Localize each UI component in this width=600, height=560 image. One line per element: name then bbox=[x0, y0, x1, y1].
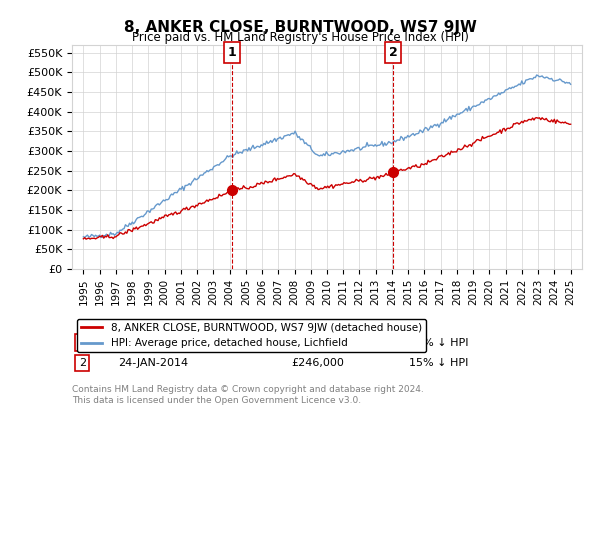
Text: 15% ↓ HPI: 15% ↓ HPI bbox=[409, 358, 468, 368]
Text: 12% ↓ HPI: 12% ↓ HPI bbox=[409, 338, 468, 348]
Text: 23-FEB-2004: 23-FEB-2004 bbox=[118, 338, 189, 348]
Legend: 8, ANKER CLOSE, BURNTWOOD, WS7 9JW (detached house), HPI: Average price, detache: 8, ANKER CLOSE, BURNTWOOD, WS7 9JW (deta… bbox=[77, 319, 426, 352]
Text: 1: 1 bbox=[227, 46, 236, 59]
Text: 1: 1 bbox=[79, 338, 86, 348]
Text: 8, ANKER CLOSE, BURNTWOOD, WS7 9JW: 8, ANKER CLOSE, BURNTWOOD, WS7 9JW bbox=[124, 20, 476, 35]
Text: 2: 2 bbox=[79, 358, 86, 368]
Text: Price paid vs. HM Land Registry's House Price Index (HPI): Price paid vs. HM Land Registry's House … bbox=[131, 31, 469, 44]
Text: £200,000: £200,000 bbox=[291, 338, 344, 348]
Text: 24-JAN-2014: 24-JAN-2014 bbox=[118, 358, 188, 368]
Text: £246,000: £246,000 bbox=[291, 358, 344, 368]
Text: 2: 2 bbox=[389, 46, 397, 59]
Text: Contains HM Land Registry data © Crown copyright and database right 2024.
This d: Contains HM Land Registry data © Crown c… bbox=[72, 385, 424, 405]
